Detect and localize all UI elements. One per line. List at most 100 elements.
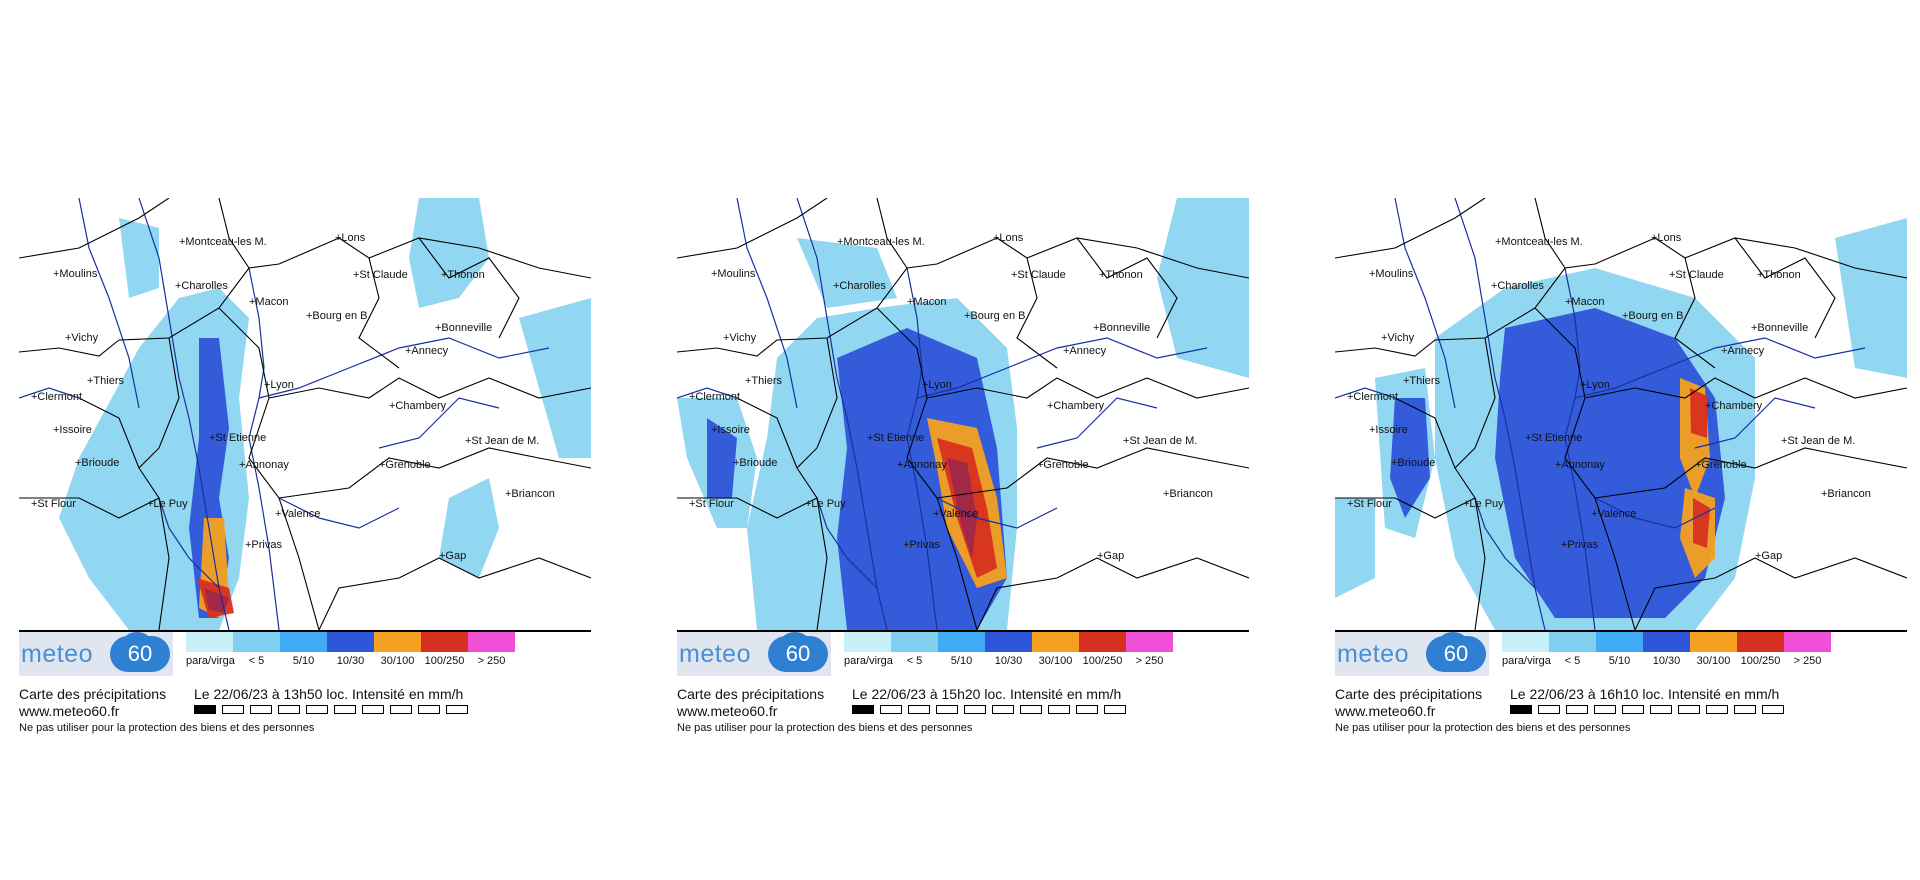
city-label: +Annonay <box>239 459 289 471</box>
city-label: +Charolles <box>1491 280 1544 292</box>
frame-indicator[interactable] <box>1538 705 1560 714</box>
legend-label: 100/250 <box>424 655 465 667</box>
border-line <box>1594 447 1907 499</box>
radar-panel-1: +Montceau-les M. +Lons +Moulins +St Claude +… <box>19 198 591 738</box>
frame-indicator[interactable] <box>1020 705 1042 714</box>
frame-indicator[interactable] <box>992 705 1014 714</box>
caption-timestamp: Le 22/06/23 à 16h10 loc. Intensité en mm… <box>1510 686 1780 702</box>
frame-indicator[interactable] <box>334 705 356 714</box>
frame-indicator[interactable] <box>1734 705 1756 714</box>
frame-indicator[interactable] <box>1594 705 1616 714</box>
city-label: +Issoire <box>1369 424 1408 436</box>
logo-number: 60 <box>1443 641 1469 666</box>
border-line <box>218 307 320 630</box>
caption-disclaimer: Ne pas utiliser pour la protection des b… <box>19 722 315 734</box>
caption-timestamp: Le 22/06/23 à 15h20 loc. Intensité en mm… <box>852 686 1122 702</box>
caption-title: Carte des précipitations <box>1335 686 1483 702</box>
border-line <box>876 198 908 269</box>
river-line <box>248 437 280 630</box>
animation-frames[interactable] <box>1510 705 1784 714</box>
frame-indicator[interactable] <box>1762 705 1784 714</box>
frame-indicator[interactable] <box>1510 705 1532 714</box>
frame-indicator[interactable] <box>1566 705 1588 714</box>
river-line <box>378 397 500 449</box>
legend-label: para/virga <box>844 655 893 667</box>
city-label: +Valence <box>275 508 321 520</box>
city-label: +Lons <box>993 232 1024 244</box>
frame-indicator[interactable] <box>306 705 328 714</box>
frame-indicator[interactable] <box>222 705 244 714</box>
border-line <box>1734 237 1836 339</box>
frame-indicator[interactable] <box>880 705 902 714</box>
cloud-icon: 60 <box>1426 632 1486 672</box>
frame-indicator[interactable] <box>1622 705 1644 714</box>
river-line <box>1564 267 1581 439</box>
city-label: +Vichy <box>65 332 99 344</box>
frame-indicator[interactable] <box>852 705 874 714</box>
logo-text: meteo <box>21 640 93 668</box>
frame-indicator[interactable] <box>418 705 440 714</box>
legend-label: 30/100 <box>1038 655 1073 667</box>
animation-frames[interactable] <box>194 705 468 714</box>
border-line <box>218 198 250 269</box>
animation-frames[interactable] <box>852 705 1126 714</box>
river-line <box>816 497 878 589</box>
border-line <box>1335 497 1476 519</box>
frame-indicator[interactable] <box>390 705 412 714</box>
frame-indicator[interactable] <box>908 705 930 714</box>
river-line <box>278 497 400 529</box>
frame-indicator[interactable] <box>1706 705 1728 714</box>
color-scale <box>1502 632 1831 652</box>
city-label: +Privas <box>903 539 940 551</box>
border-line <box>936 447 1249 499</box>
precip-area <box>519 298 591 458</box>
legend-label: < 5 <box>248 655 265 667</box>
legend-label: 100/250 <box>1740 655 1781 667</box>
frame-indicator[interactable] <box>1650 705 1672 714</box>
river-line <box>906 267 923 439</box>
frame-indicator[interactable] <box>1048 705 1070 714</box>
frame-indicator[interactable] <box>964 705 986 714</box>
frame-indicator[interactable] <box>278 705 300 714</box>
map-svg <box>1335 198 1907 630</box>
legend-swatch <box>891 632 938 652</box>
frame-indicator[interactable] <box>362 705 384 714</box>
precip-area <box>1335 498 1375 598</box>
precip-area <box>1690 388 1707 438</box>
river-line <box>1394 198 1456 409</box>
city-label: +Macon <box>249 296 289 308</box>
logo-number: 60 <box>127 641 153 666</box>
border-line <box>1534 198 1566 269</box>
precip-area <box>1495 308 1725 618</box>
border-line <box>677 198 828 259</box>
city-label: +Issoire <box>711 424 750 436</box>
border-line <box>677 497 818 519</box>
frame-indicator[interactable] <box>1678 705 1700 714</box>
border-line <box>1076 237 1178 339</box>
frame-indicator[interactable] <box>446 705 468 714</box>
city-label: +Grenoble <box>1037 459 1089 471</box>
city-label: +Brioude <box>1391 457 1436 469</box>
city-label: +Macon <box>907 296 947 308</box>
border-line <box>1394 397 1456 469</box>
frame-indicator[interactable] <box>250 705 272 714</box>
color-scale-labels: para/virga < 5 5/10 10/30 30/100 100/250 > 250 <box>1502 655 1831 667</box>
city-label: +St Flour <box>31 498 76 510</box>
city-label: +Thonon <box>1757 269 1801 281</box>
frame-indicator[interactable] <box>194 705 216 714</box>
city-label: +Vichy <box>723 332 757 344</box>
frame-indicator[interactable] <box>1104 705 1126 714</box>
cloud-icon: 60 <box>110 632 170 672</box>
city-label: +Briancon <box>505 488 555 500</box>
frame-indicator[interactable] <box>936 705 958 714</box>
radar-panel-3: +Montceau-les M. +Lons +Moulins +St Claude +… <box>1335 198 1907 738</box>
city-label: +Brioude <box>75 457 120 469</box>
river-line <box>906 437 938 630</box>
city-label: +Vichy <box>1381 332 1415 344</box>
city-label: +Grenoble <box>379 459 431 471</box>
city-label: +Annonay <box>897 459 947 471</box>
city-label: +Issoire <box>53 424 92 436</box>
city-label: +Le Puy <box>805 498 846 510</box>
legend-label: 5/10 <box>1608 655 1631 667</box>
frame-indicator[interactable] <box>1076 705 1098 714</box>
